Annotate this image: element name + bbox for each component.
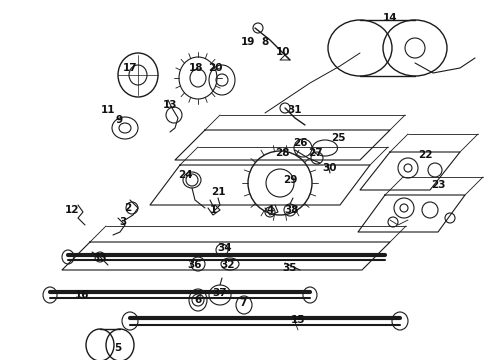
Text: 4: 4 xyxy=(266,205,274,215)
Text: 2: 2 xyxy=(124,203,132,213)
Text: 35: 35 xyxy=(283,263,297,273)
Text: 6: 6 xyxy=(195,295,201,305)
Text: 17: 17 xyxy=(122,63,137,73)
Text: 28: 28 xyxy=(275,148,289,158)
Text: 10: 10 xyxy=(276,47,290,57)
Text: 16: 16 xyxy=(75,290,89,300)
Text: 26: 26 xyxy=(293,138,307,148)
Text: 14: 14 xyxy=(383,13,397,23)
Text: 12: 12 xyxy=(65,205,79,215)
Text: 8: 8 xyxy=(261,37,269,47)
Text: 11: 11 xyxy=(101,105,115,115)
Text: 29: 29 xyxy=(283,175,297,185)
Text: 34: 34 xyxy=(218,243,232,253)
Text: 31: 31 xyxy=(288,105,302,115)
Text: 5: 5 xyxy=(114,343,122,353)
Text: 21: 21 xyxy=(211,187,225,197)
Text: 38: 38 xyxy=(285,205,299,215)
Text: 13: 13 xyxy=(163,100,177,110)
Text: 25: 25 xyxy=(331,133,345,143)
Text: 30: 30 xyxy=(323,163,337,173)
Text: 7: 7 xyxy=(239,298,246,308)
Text: 32: 32 xyxy=(221,260,235,270)
Text: 20: 20 xyxy=(208,63,222,73)
Text: 27: 27 xyxy=(308,148,322,158)
Text: 15: 15 xyxy=(291,315,305,325)
Text: 36: 36 xyxy=(188,260,202,270)
Text: 3: 3 xyxy=(120,217,126,227)
Text: 22: 22 xyxy=(418,150,432,160)
Text: 18: 18 xyxy=(189,63,203,73)
Text: 1: 1 xyxy=(209,205,217,215)
Text: 19: 19 xyxy=(241,37,255,47)
Text: 9: 9 xyxy=(116,115,122,125)
Text: 24: 24 xyxy=(178,170,192,180)
Text: 33: 33 xyxy=(93,253,107,263)
Text: 37: 37 xyxy=(213,288,227,298)
Text: 23: 23 xyxy=(431,180,445,190)
